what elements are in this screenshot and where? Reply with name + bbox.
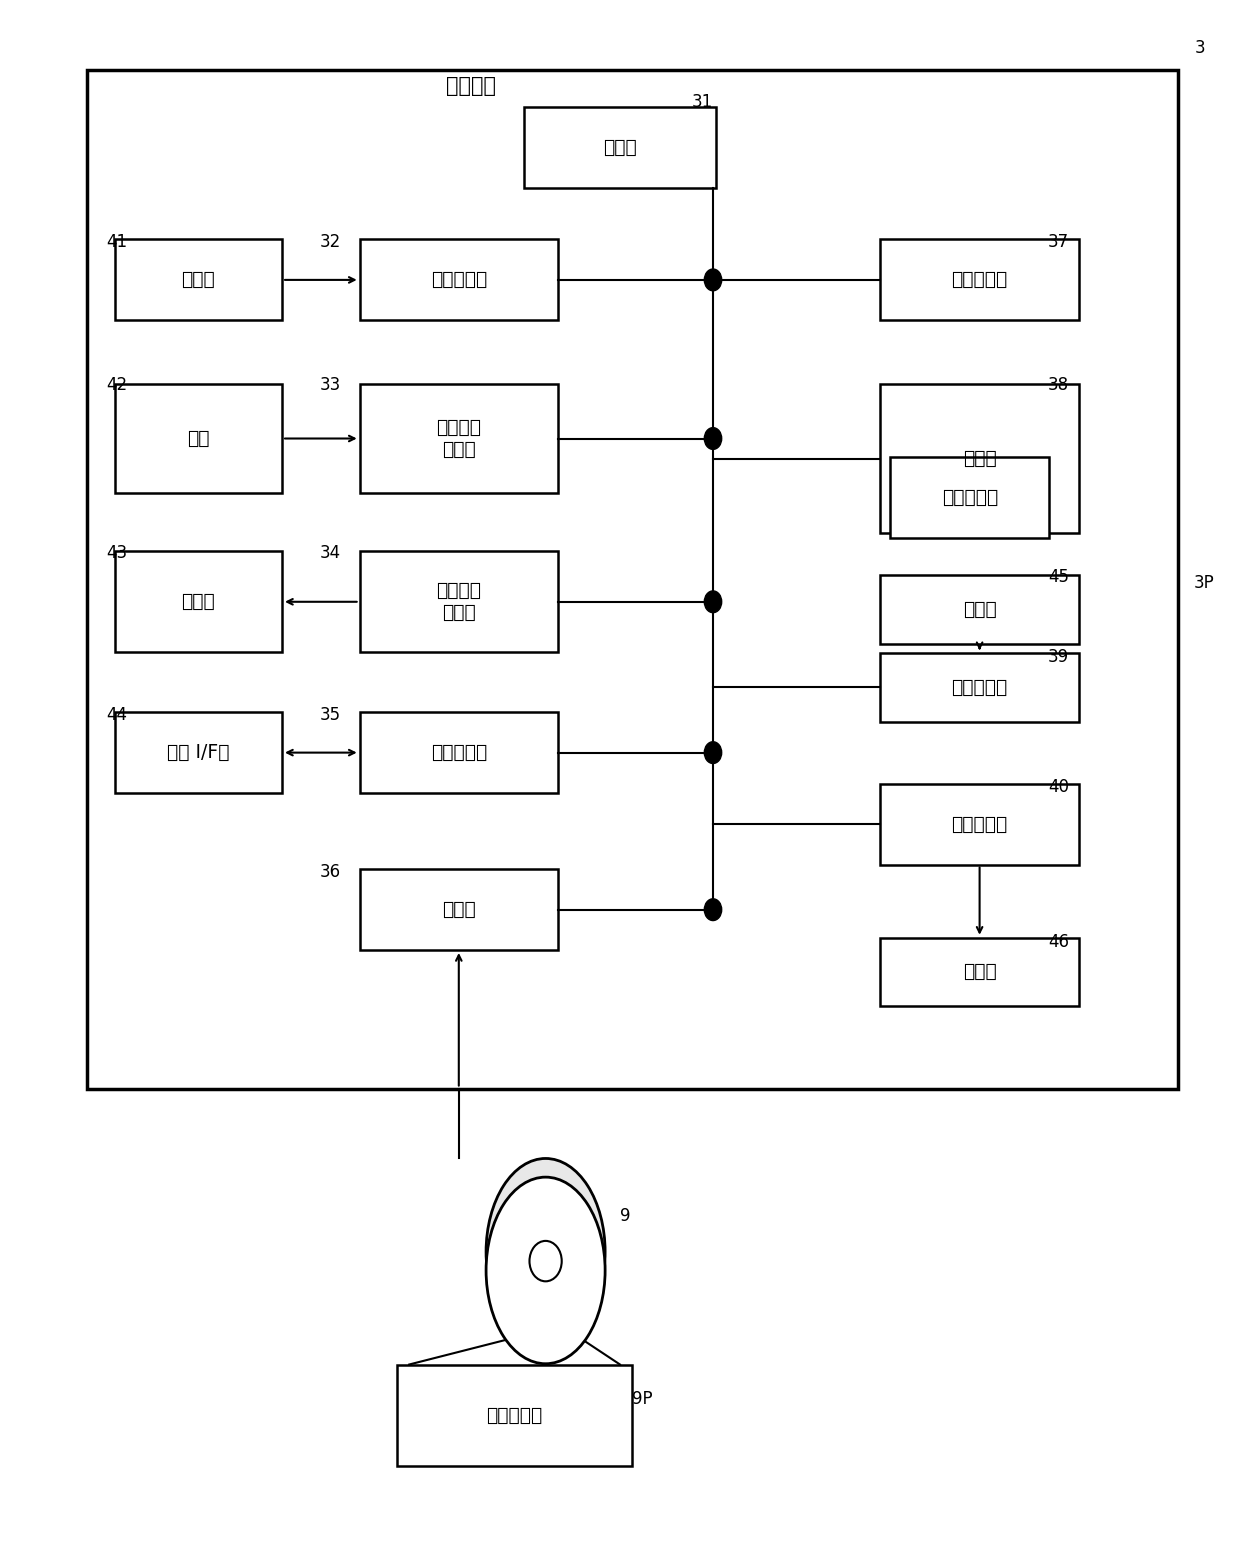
- Text: 输入处理部: 输入处理部: [951, 678, 1008, 697]
- Text: 输入语音
处理部: 输入语音 处理部: [436, 418, 481, 459]
- Text: 通信处理部: 通信处理部: [430, 743, 487, 762]
- Bar: [114, 384, 283, 493]
- Circle shape: [704, 269, 722, 291]
- Bar: [890, 457, 1049, 538]
- Text: 44: 44: [107, 706, 128, 725]
- Text: 控制部: 控制部: [603, 138, 637, 157]
- Bar: [114, 552, 283, 653]
- Circle shape: [529, 1241, 562, 1281]
- Text: 终端用程序: 终端用程序: [486, 1406, 543, 1424]
- Text: 3: 3: [1194, 39, 1205, 58]
- Text: 40: 40: [1048, 778, 1069, 796]
- Bar: [360, 869, 558, 950]
- Text: 读取部: 读取部: [441, 900, 476, 919]
- Ellipse shape: [486, 1177, 605, 1364]
- Bar: [880, 653, 1079, 722]
- Text: 41: 41: [107, 233, 128, 252]
- Text: 35: 35: [320, 706, 341, 725]
- Circle shape: [704, 899, 722, 921]
- Text: 临时存储部: 临时存储部: [951, 271, 1008, 289]
- Bar: [87, 70, 1178, 1088]
- Ellipse shape: [486, 1158, 605, 1345]
- Circle shape: [704, 591, 722, 613]
- Text: 43: 43: [107, 544, 128, 563]
- Bar: [880, 239, 1079, 320]
- Text: 46: 46: [1048, 933, 1069, 952]
- Text: 终端用程序: 终端用程序: [941, 488, 998, 507]
- Text: 扬声器: 扬声器: [181, 592, 216, 611]
- Text: 9P: 9P: [632, 1390, 653, 1409]
- Text: 34: 34: [320, 544, 341, 563]
- Text: 网络 I/F部: 网络 I/F部: [167, 743, 229, 762]
- Text: 终端装置: 终端装置: [446, 76, 496, 95]
- Text: 摄像头: 摄像头: [181, 271, 216, 289]
- Text: 显示处理部: 显示处理部: [951, 815, 1008, 833]
- Bar: [360, 552, 558, 653]
- Text: 显示部: 显示部: [962, 963, 997, 981]
- Text: 输出语音
处理部: 输出语音 处理部: [436, 582, 481, 622]
- Bar: [880, 384, 1079, 533]
- Bar: [880, 575, 1079, 644]
- Bar: [360, 384, 558, 493]
- Bar: [523, 107, 717, 188]
- Bar: [880, 784, 1079, 865]
- Text: 37: 37: [1048, 233, 1069, 252]
- Bar: [114, 239, 283, 320]
- Bar: [360, 239, 558, 320]
- Text: 45: 45: [1048, 568, 1069, 586]
- Text: 39: 39: [1048, 648, 1069, 667]
- Circle shape: [704, 428, 722, 449]
- Text: 32: 32: [320, 233, 341, 252]
- Bar: [360, 712, 558, 793]
- Text: 9: 9: [620, 1207, 630, 1225]
- Text: 31: 31: [692, 93, 713, 112]
- Text: 存储部: 存储部: [962, 449, 997, 468]
- Text: 38: 38: [1048, 376, 1069, 395]
- Text: 42: 42: [107, 376, 128, 395]
- Text: 33: 33: [320, 376, 341, 395]
- Text: 3P: 3P: [1194, 574, 1215, 592]
- Bar: [880, 938, 1079, 1006]
- Bar: [397, 1365, 632, 1465]
- Text: 36: 36: [320, 863, 341, 882]
- Text: 输入部: 输入部: [962, 600, 997, 619]
- Bar: [114, 712, 283, 793]
- Text: 视频处理部: 视频处理部: [430, 271, 487, 289]
- Text: 话筒: 话筒: [187, 429, 210, 448]
- Circle shape: [704, 742, 722, 764]
